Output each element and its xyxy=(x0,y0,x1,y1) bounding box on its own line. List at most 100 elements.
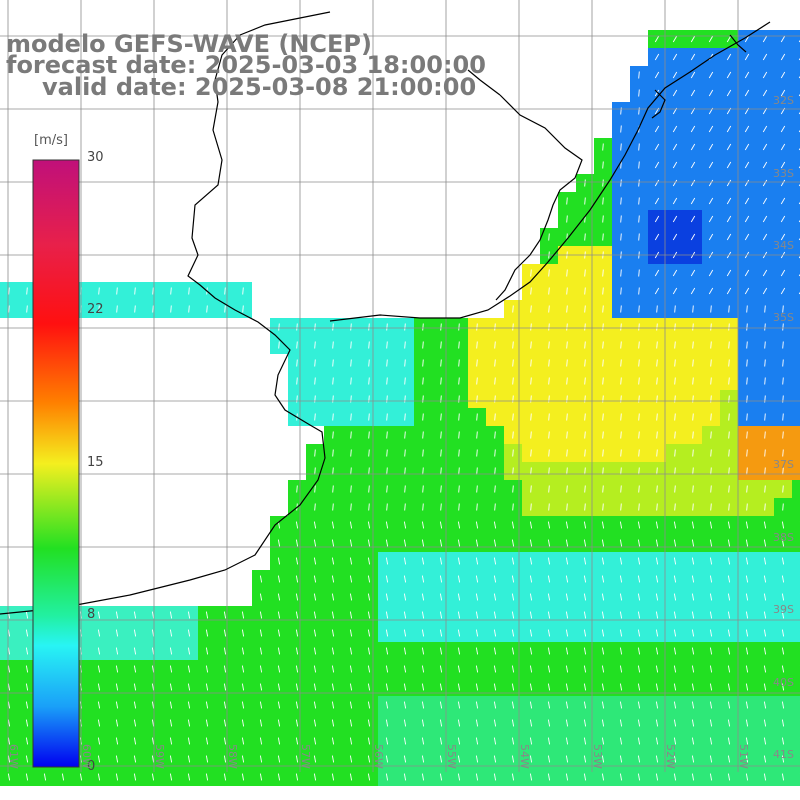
wind-arrow xyxy=(780,53,786,61)
wind-arrow xyxy=(565,521,569,529)
wind-arrow xyxy=(512,485,514,493)
wind-arrow xyxy=(133,719,137,727)
wind-arrow xyxy=(25,773,29,781)
wind-arrow xyxy=(637,647,641,655)
wind-arrow xyxy=(494,431,496,439)
wind-arrow xyxy=(530,323,532,331)
wind-arrow xyxy=(728,305,730,313)
wind-arrow xyxy=(404,449,406,457)
wind-arrow xyxy=(386,413,388,421)
wind-arrow xyxy=(547,557,551,565)
wind-arrow xyxy=(313,683,317,691)
lat-label: 39S xyxy=(773,603,794,616)
wind-arrow xyxy=(295,701,299,709)
wind-arrow xyxy=(583,737,587,745)
wind-arrow xyxy=(385,647,389,655)
wind-arrow xyxy=(475,719,479,727)
wind-arrow xyxy=(566,431,568,439)
wind-arrow xyxy=(277,557,281,565)
wind-arrow xyxy=(584,485,586,493)
wind-arrow xyxy=(708,197,714,205)
wind-arrow xyxy=(565,773,569,781)
wind-arrow xyxy=(710,341,712,349)
wind-arrow xyxy=(169,647,173,655)
wind-arrow xyxy=(404,413,406,421)
wind-arrow xyxy=(726,179,732,187)
wind-arrow xyxy=(764,413,766,421)
wind-arrow xyxy=(583,629,587,637)
wind-arrow xyxy=(511,773,515,781)
wind-arrow xyxy=(421,683,425,691)
wind-arrow xyxy=(691,539,695,547)
wind-arrow xyxy=(7,629,11,637)
wind-arrow xyxy=(602,287,604,295)
wind-cell xyxy=(792,714,800,732)
wind-arrow xyxy=(349,773,353,781)
wind-arrow xyxy=(744,215,750,223)
wind-arrow xyxy=(746,377,748,385)
wind-arrow xyxy=(637,593,641,601)
wind-arrow xyxy=(690,233,696,241)
wind-arrow xyxy=(368,449,370,457)
wind-arrow xyxy=(8,287,10,295)
wind-arrow xyxy=(512,467,514,475)
wind-arrow xyxy=(762,89,768,97)
lat-label: 33S xyxy=(773,167,794,180)
wind-cell xyxy=(792,444,800,462)
wind-arrow xyxy=(457,719,461,727)
wind-cell xyxy=(792,480,800,498)
wind-cell xyxy=(792,372,800,390)
wind-arrow xyxy=(457,647,461,655)
wind-arrow xyxy=(296,377,298,385)
wind-arrow xyxy=(584,449,586,457)
wind-arrow xyxy=(692,395,694,403)
wind-arrow xyxy=(116,305,118,313)
wind-cell xyxy=(792,84,800,102)
wind-arrow xyxy=(654,215,660,223)
colorbar-tick-22: 22 xyxy=(87,302,104,317)
lon-label: 61W xyxy=(7,744,20,769)
wind-arrow xyxy=(512,305,514,313)
wind-arrow xyxy=(782,431,784,439)
wind-arrow xyxy=(638,179,640,187)
wind-arrow xyxy=(656,305,658,313)
wind-arrow xyxy=(763,593,767,601)
wind-arrow xyxy=(349,611,353,619)
wind-arrow xyxy=(421,557,425,565)
wind-arrow xyxy=(512,323,514,331)
wind-arrow xyxy=(439,593,443,601)
wind-arrow xyxy=(439,683,443,691)
wind-arrow xyxy=(692,413,694,421)
wind-arrow xyxy=(277,629,281,637)
wind-arrow xyxy=(97,737,101,745)
wind-arrow xyxy=(152,287,154,295)
wind-arrow xyxy=(169,665,173,673)
wind-arrow xyxy=(619,683,623,691)
wind-arrow xyxy=(762,161,768,169)
wind-arrow xyxy=(655,647,659,655)
wind-arrow xyxy=(512,503,514,511)
wind-arrow xyxy=(223,611,227,619)
wind-arrow xyxy=(133,737,137,745)
wind-arrow xyxy=(205,773,209,781)
wind-arrow xyxy=(620,125,622,133)
wind-cell xyxy=(792,390,800,408)
wind-arrow xyxy=(403,539,407,547)
wind-arrow xyxy=(457,629,461,637)
wind-arrow xyxy=(241,683,245,691)
wind-arrow xyxy=(350,485,352,493)
wind-arrow xyxy=(458,467,460,475)
wind-arrow xyxy=(726,125,732,133)
wind-arrow xyxy=(638,197,640,205)
wind-arrow xyxy=(547,647,551,655)
wind-arrow xyxy=(314,323,316,331)
wind-arrow xyxy=(674,485,676,493)
wind-arrow xyxy=(367,539,371,547)
wind-arrow xyxy=(726,89,732,97)
wind-arrow xyxy=(295,737,299,745)
wind-arrow xyxy=(169,755,173,763)
wind-arrow xyxy=(314,395,316,403)
wind-arrow xyxy=(763,701,767,709)
wind-arrow xyxy=(638,71,640,79)
wind-arrow xyxy=(601,647,605,655)
